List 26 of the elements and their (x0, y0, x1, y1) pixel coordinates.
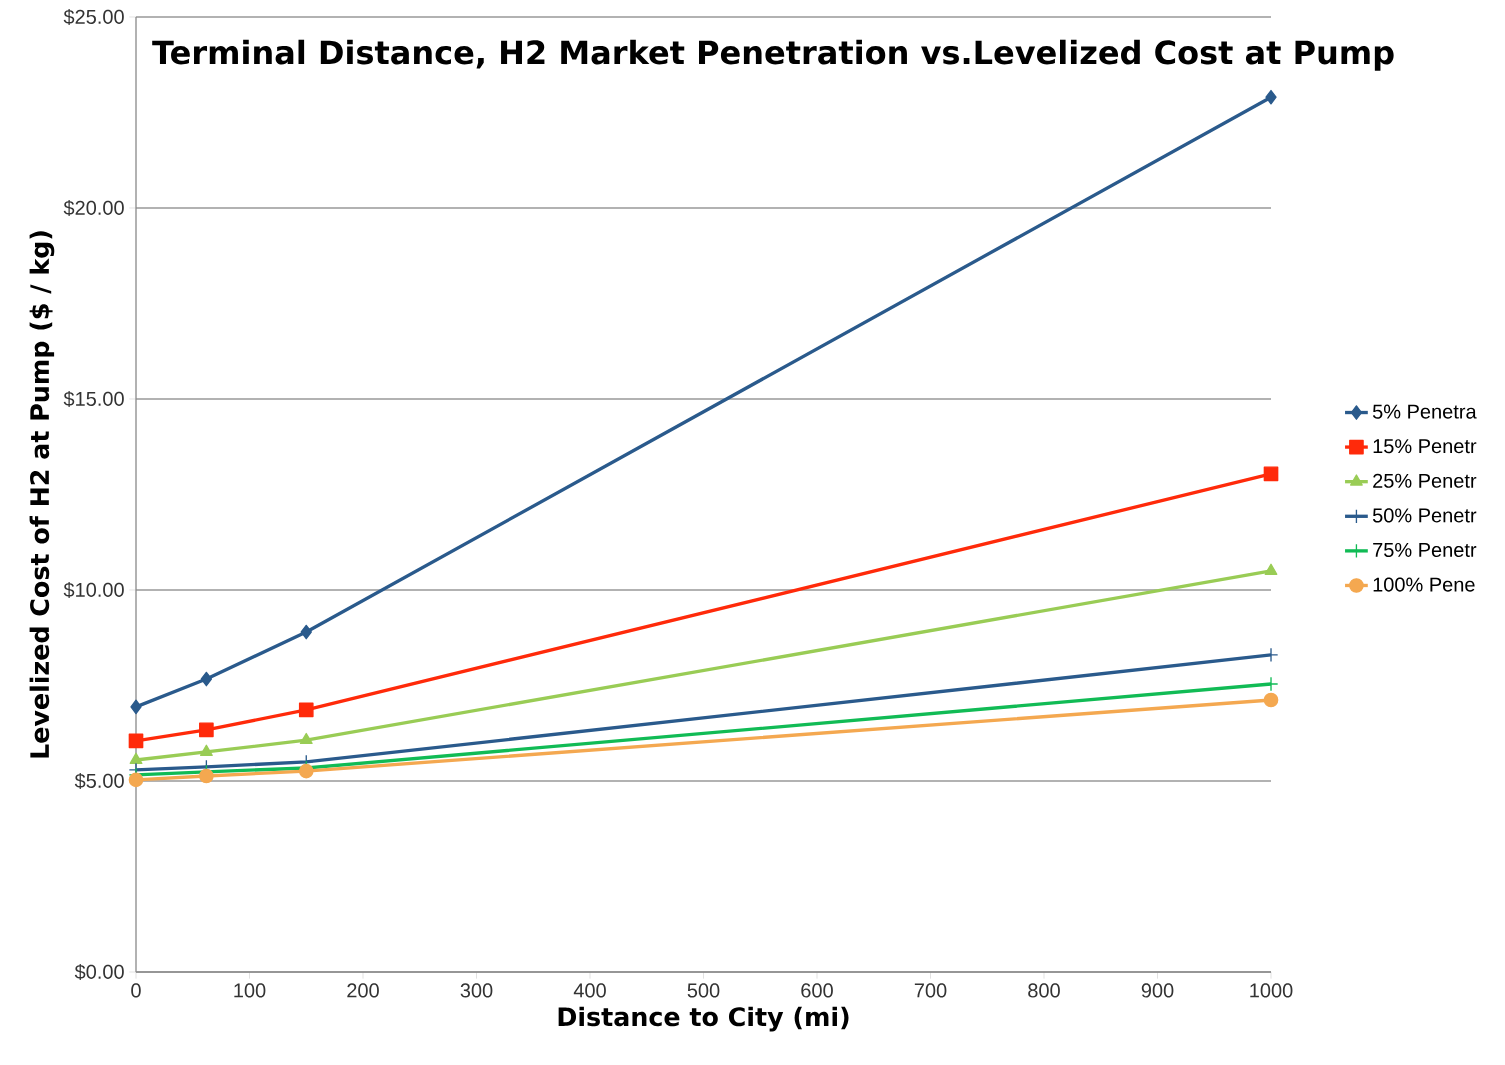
legend-label: 100% Pene (1373, 577, 1475, 592)
y-tick-label: $0.00 (74, 963, 124, 981)
x-tick-label: 800 (1028, 983, 1060, 998)
x-tick-label: 100 (234, 983, 266, 998)
x-tick-label: 1000 (1250, 983, 1293, 998)
x-tick-label: 300 (460, 983, 493, 998)
legend-label: 75% Penetr (1373, 542, 1477, 558)
legend-label: 25% Penetr (1373, 473, 1477, 488)
x-tick-label: 400 (573, 983, 606, 998)
x-tick-label: 0 (131, 983, 141, 998)
x-tick-label: 200 (347, 983, 379, 998)
y-tick-label: $25.00 (63, 8, 124, 26)
legend-label: 15% Penetr (1373, 439, 1477, 454)
y-tick-label: $10.00 (63, 581, 124, 599)
y-tick-label: $5.00 (74, 772, 124, 790)
y-tick-label: $20.00 (63, 199, 124, 217)
x-tick-label: 600 (801, 983, 833, 998)
y-tick-label: $15.00 (63, 390, 124, 408)
legend-label: 5% Penetra (1372, 404, 1477, 419)
y-axis-title: Levelized Cost of H2 at Pump ($ / kg) (29, 231, 55, 758)
x-tick-label: 700 (914, 983, 947, 998)
x-tick-label: 500 (687, 983, 720, 998)
x-axis-title: Distance to City (mi) (558, 1006, 849, 1032)
text: Terminal Distance, H2 Market Penetration vs.Levelized Cost at Pump (152, 39, 1394, 71)
x-tick-label: 900 (1141, 983, 1174, 998)
legend-label: 50% Penetr (1372, 508, 1477, 523)
